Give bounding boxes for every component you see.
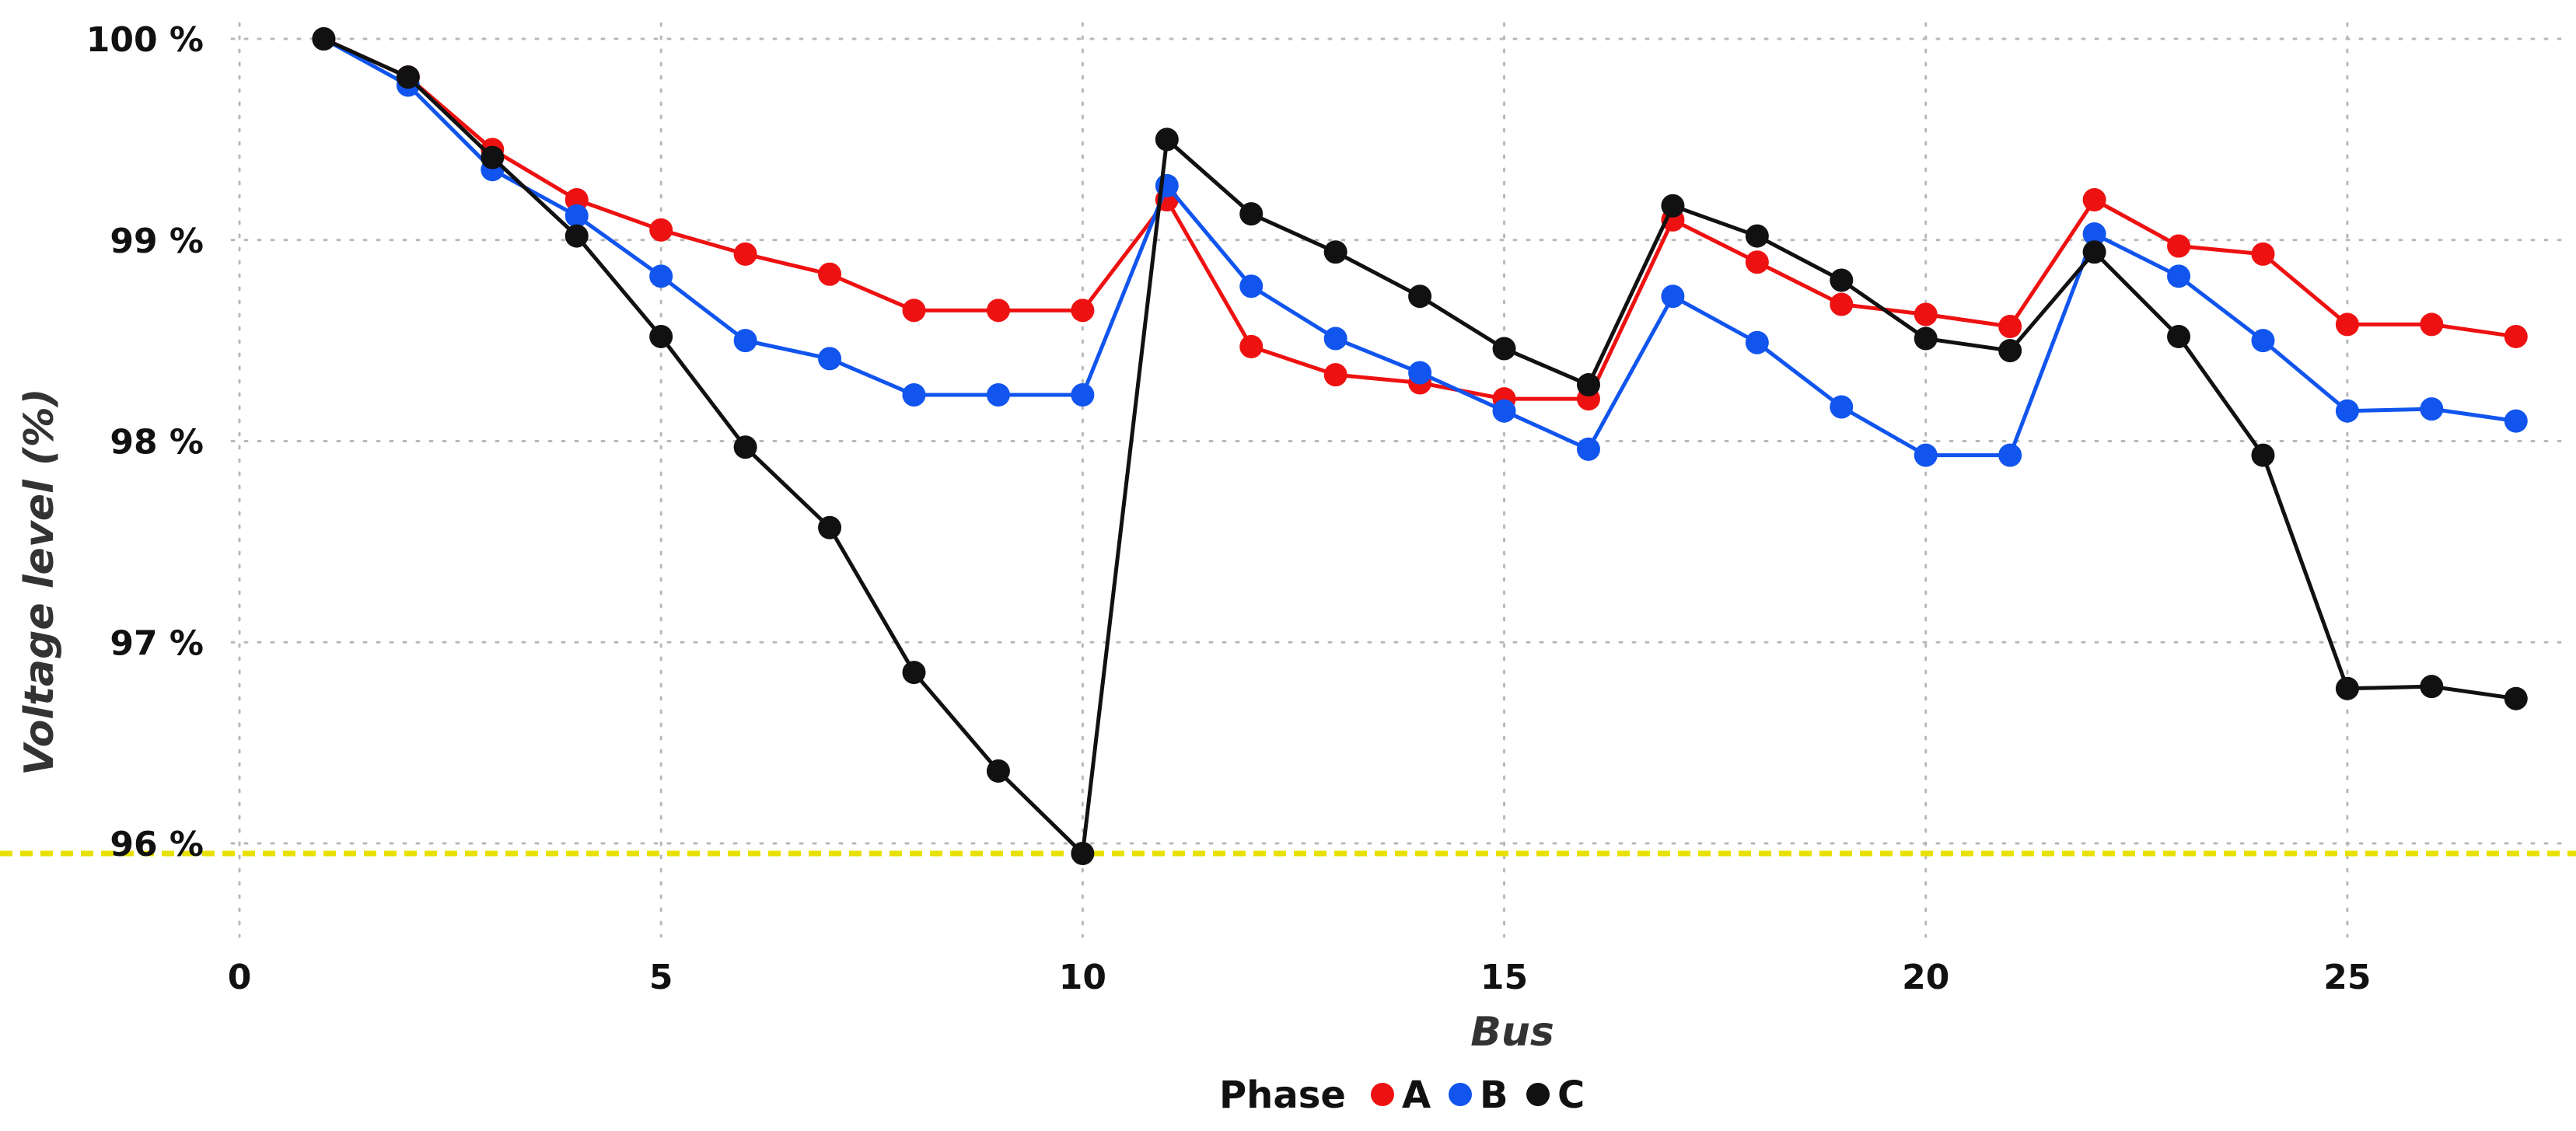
data-point-C [733, 435, 757, 459]
data-point-C [1071, 841, 1095, 865]
legend: Phase A B C [1219, 1073, 1585, 1117]
data-point-B [1408, 361, 1432, 385]
series-line-C [323, 37, 2517, 856]
data-point-C [649, 324, 673, 348]
y-axis-title: Voltage level (%) [16, 388, 63, 775]
series-C [312, 27, 2528, 865]
y-tick-label: 100 % [86, 20, 204, 60]
data-point-A [2504, 324, 2528, 348]
x-tick-label: 15 [1480, 958, 1528, 997]
data-point-C [2167, 324, 2191, 348]
data-point-C [902, 661, 926, 685]
data-point-C [396, 65, 420, 89]
data-point-A [1071, 298, 1095, 323]
data-point-B [1745, 330, 1769, 354]
data-point-A [1239, 334, 1264, 358]
data-point-C [2251, 443, 2275, 467]
data-point-C [312, 27, 336, 51]
legend-title: Phase [1219, 1073, 1346, 1117]
legend-label-A: A [1402, 1073, 1431, 1117]
legend-marker-B [1449, 1083, 1472, 1106]
data-point-C [1408, 284, 1432, 309]
y-axis-ticks: 96 % 97 % 98 % 99 % 100 % [86, 20, 204, 864]
data-point-B [1914, 443, 1938, 467]
data-point-A [733, 242, 757, 266]
data-point-B [2082, 222, 2106, 246]
legend-marker-A [1371, 1083, 1394, 1106]
legend-marker-C [1526, 1083, 1550, 1106]
data-point-A [564, 188, 589, 211]
data-point-C [818, 515, 842, 539]
data-point-C [481, 145, 505, 169]
data-point-B [2335, 399, 2359, 423]
data-point-A [2420, 312, 2444, 337]
data-point-B [564, 204, 589, 228]
data-point-B [1071, 382, 1095, 407]
data-point-C [1998, 339, 2022, 363]
data-point-C [1155, 127, 1179, 152]
data-point-A [2335, 312, 2359, 337]
data-point-B [2167, 264, 2191, 288]
x-axis-ticks: 0 5 10 15 20 25 [228, 958, 2372, 997]
x-axis-title: Bus [1470, 1009, 1554, 1056]
data-point-B [902, 382, 926, 407]
data-point-B [986, 382, 1010, 407]
series-A [312, 27, 2528, 411]
data-point-B [1998, 443, 2022, 467]
data-point-B [2251, 329, 2275, 353]
series-layer [312, 27, 2528, 865]
data-point-A [986, 298, 1010, 323]
data-point-A [1914, 302, 1938, 326]
data-point-C [1914, 326, 1938, 351]
y-tick-label: 97 % [110, 623, 204, 663]
y-tick-label: 99 % [110, 222, 204, 261]
data-point-C [2082, 240, 2106, 264]
data-point-C [1492, 337, 1516, 361]
data-point-A [818, 262, 842, 286]
data-point-B [2420, 397, 2444, 421]
data-point-C [1830, 268, 1854, 292]
data-point-B [818, 347, 842, 371]
data-point-B [1576, 437, 1600, 461]
data-point-C [1745, 224, 1769, 248]
data-point-C [2504, 686, 2528, 710]
data-point-C [1576, 373, 1600, 397]
series-line-A [323, 37, 2517, 401]
x-tick-label: 0 [228, 958, 252, 997]
data-point-B [1239, 274, 1264, 298]
data-point-B [649, 264, 673, 288]
data-point-A [2251, 242, 2275, 266]
legend-label-B: B [1480, 1073, 1508, 1117]
data-point-C [564, 224, 589, 248]
x-tick-label: 10 [1059, 958, 1106, 997]
data-point-A [2082, 188, 2106, 211]
data-point-C [1323, 240, 1347, 264]
data-point-A [1830, 292, 1854, 316]
x-tick-label: 20 [1902, 958, 1949, 997]
data-point-A [1323, 363, 1347, 387]
data-point-B [1323, 326, 1347, 351]
data-point-C [986, 759, 1010, 783]
data-point-A [1998, 315, 2022, 339]
data-point-A [2167, 234, 2191, 258]
y-tick-label: 98 % [110, 423, 204, 463]
x-tick-label: 5 [649, 958, 673, 997]
grid [230, 22, 2564, 938]
data-point-B [1661, 284, 1685, 309]
data-point-A [1745, 250, 1769, 274]
data-point-A [902, 298, 926, 323]
data-point-C [2420, 675, 2444, 699]
data-point-C [1661, 194, 1685, 218]
legend-label-C: C [1557, 1073, 1585, 1117]
data-point-B [1830, 395, 1854, 419]
x-tick-label: 25 [2323, 958, 2371, 997]
data-point-B [1492, 399, 1516, 423]
data-point-A [649, 218, 673, 242]
data-point-C [1239, 202, 1264, 226]
data-point-C [2335, 676, 2359, 700]
data-point-B [733, 329, 757, 353]
y-tick-label: 96 % [110, 825, 204, 864]
data-point-B [2504, 409, 2528, 433]
